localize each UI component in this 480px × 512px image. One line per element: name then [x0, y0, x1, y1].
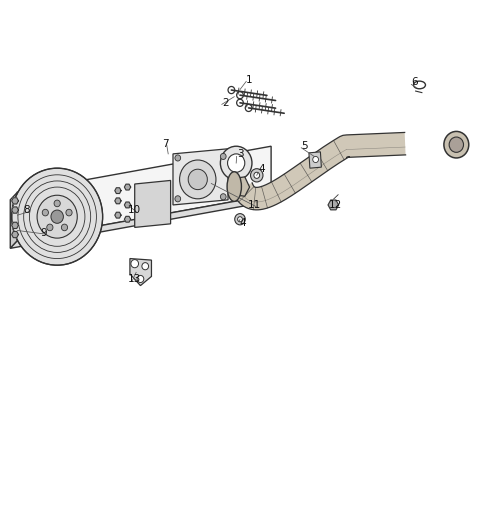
Circle shape — [37, 195, 77, 238]
Text: 4: 4 — [258, 164, 265, 174]
Polygon shape — [328, 200, 338, 210]
Circle shape — [449, 137, 464, 153]
Polygon shape — [10, 195, 271, 248]
Circle shape — [180, 160, 216, 199]
Polygon shape — [309, 152, 322, 168]
Circle shape — [61, 224, 68, 231]
Text: 4: 4 — [239, 218, 246, 228]
Ellipse shape — [227, 172, 241, 201]
Circle shape — [220, 146, 252, 180]
Polygon shape — [124, 202, 131, 208]
Polygon shape — [17, 146, 271, 241]
Polygon shape — [12, 222, 18, 228]
Polygon shape — [115, 188, 121, 194]
Polygon shape — [124, 217, 131, 222]
Circle shape — [238, 217, 242, 222]
Polygon shape — [12, 207, 18, 213]
Text: 7: 7 — [163, 139, 169, 148]
Circle shape — [254, 172, 260, 178]
Circle shape — [251, 168, 263, 182]
Text: 2: 2 — [222, 98, 229, 108]
Polygon shape — [135, 180, 170, 227]
Circle shape — [220, 194, 226, 200]
Text: 10: 10 — [128, 205, 141, 215]
Polygon shape — [124, 184, 131, 190]
Polygon shape — [115, 212, 121, 218]
Circle shape — [137, 275, 144, 283]
Circle shape — [220, 154, 226, 160]
Circle shape — [228, 154, 245, 172]
Circle shape — [47, 224, 53, 231]
Polygon shape — [10, 192, 17, 248]
Circle shape — [12, 168, 103, 265]
Circle shape — [188, 169, 207, 189]
Text: 8: 8 — [24, 205, 30, 215]
Text: 5: 5 — [301, 141, 308, 151]
Circle shape — [54, 200, 60, 207]
Text: 3: 3 — [237, 149, 243, 159]
Circle shape — [142, 263, 149, 270]
Text: 11: 11 — [248, 200, 261, 210]
Text: 1: 1 — [246, 75, 253, 85]
Polygon shape — [12, 231, 18, 238]
Circle shape — [235, 214, 245, 225]
Circle shape — [175, 155, 180, 161]
Polygon shape — [173, 149, 228, 205]
Text: 9: 9 — [40, 228, 47, 238]
Circle shape — [175, 196, 180, 202]
Text: 6: 6 — [411, 77, 418, 88]
Circle shape — [444, 132, 469, 158]
Circle shape — [51, 210, 63, 223]
Polygon shape — [233, 133, 406, 210]
Text: 13: 13 — [128, 274, 141, 284]
Circle shape — [66, 209, 72, 216]
Circle shape — [42, 209, 48, 216]
Circle shape — [131, 260, 139, 268]
Polygon shape — [234, 177, 250, 196]
Polygon shape — [12, 198, 18, 204]
Polygon shape — [130, 259, 152, 286]
Polygon shape — [115, 198, 121, 204]
Text: 12: 12 — [329, 200, 342, 210]
Circle shape — [313, 157, 319, 162]
